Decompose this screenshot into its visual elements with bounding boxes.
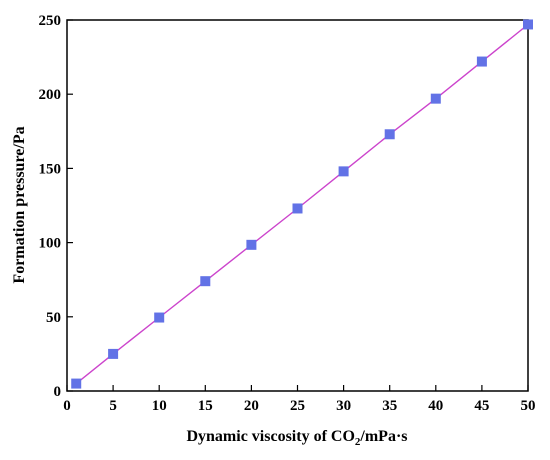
x-tick-label: 10 <box>152 398 167 414</box>
data-point <box>523 19 533 30</box>
x-tick-label: 25 <box>290 398 305 414</box>
x-axis-ticks: 0 5 10 15 20 25 30 35 40 45 50 <box>63 385 536 414</box>
data-point <box>154 312 165 323</box>
x-tick-label: 45 <box>474 398 489 414</box>
y-tick-label: 0 <box>54 384 62 400</box>
y-tick-label: 200 <box>39 87 62 103</box>
data-point <box>200 276 211 287</box>
plot-area: 0 5 10 15 20 25 30 35 40 45 50 0 50 100 150 200 250 <box>39 13 536 414</box>
data-point <box>476 56 487 67</box>
data-point <box>384 129 395 140</box>
x-tick-label: 15 <box>198 398 213 414</box>
x-tick-label: 5 <box>109 398 117 414</box>
y-axis-title: Formation pressure/Pa <box>11 126 28 283</box>
series-markers <box>71 19 533 389</box>
data-point <box>292 203 303 214</box>
data-point <box>430 93 441 104</box>
y-tick-label: 50 <box>46 310 61 326</box>
x-tick-label: 40 <box>428 398 443 414</box>
data-point <box>338 166 349 177</box>
x-axis-title: Dynamic viscosity of CO2/mPa·s <box>186 428 407 448</box>
x-tick-label: 0 <box>63 398 71 414</box>
x-tick-label: 50 <box>521 398 536 414</box>
x-tick-label: 20 <box>244 398 259 414</box>
y-axis-ticks: 0 50 100 150 200 250 <box>39 13 73 400</box>
data-point <box>108 348 119 359</box>
data-point <box>71 378 82 389</box>
y-tick-label: 100 <box>39 236 62 252</box>
x-tick-label: 30 <box>336 398 351 414</box>
data-point <box>246 239 257 250</box>
y-tick-label: 150 <box>39 161 62 177</box>
x-tick-label: 35 <box>382 398 397 414</box>
y-tick-label: 250 <box>39 13 62 29</box>
